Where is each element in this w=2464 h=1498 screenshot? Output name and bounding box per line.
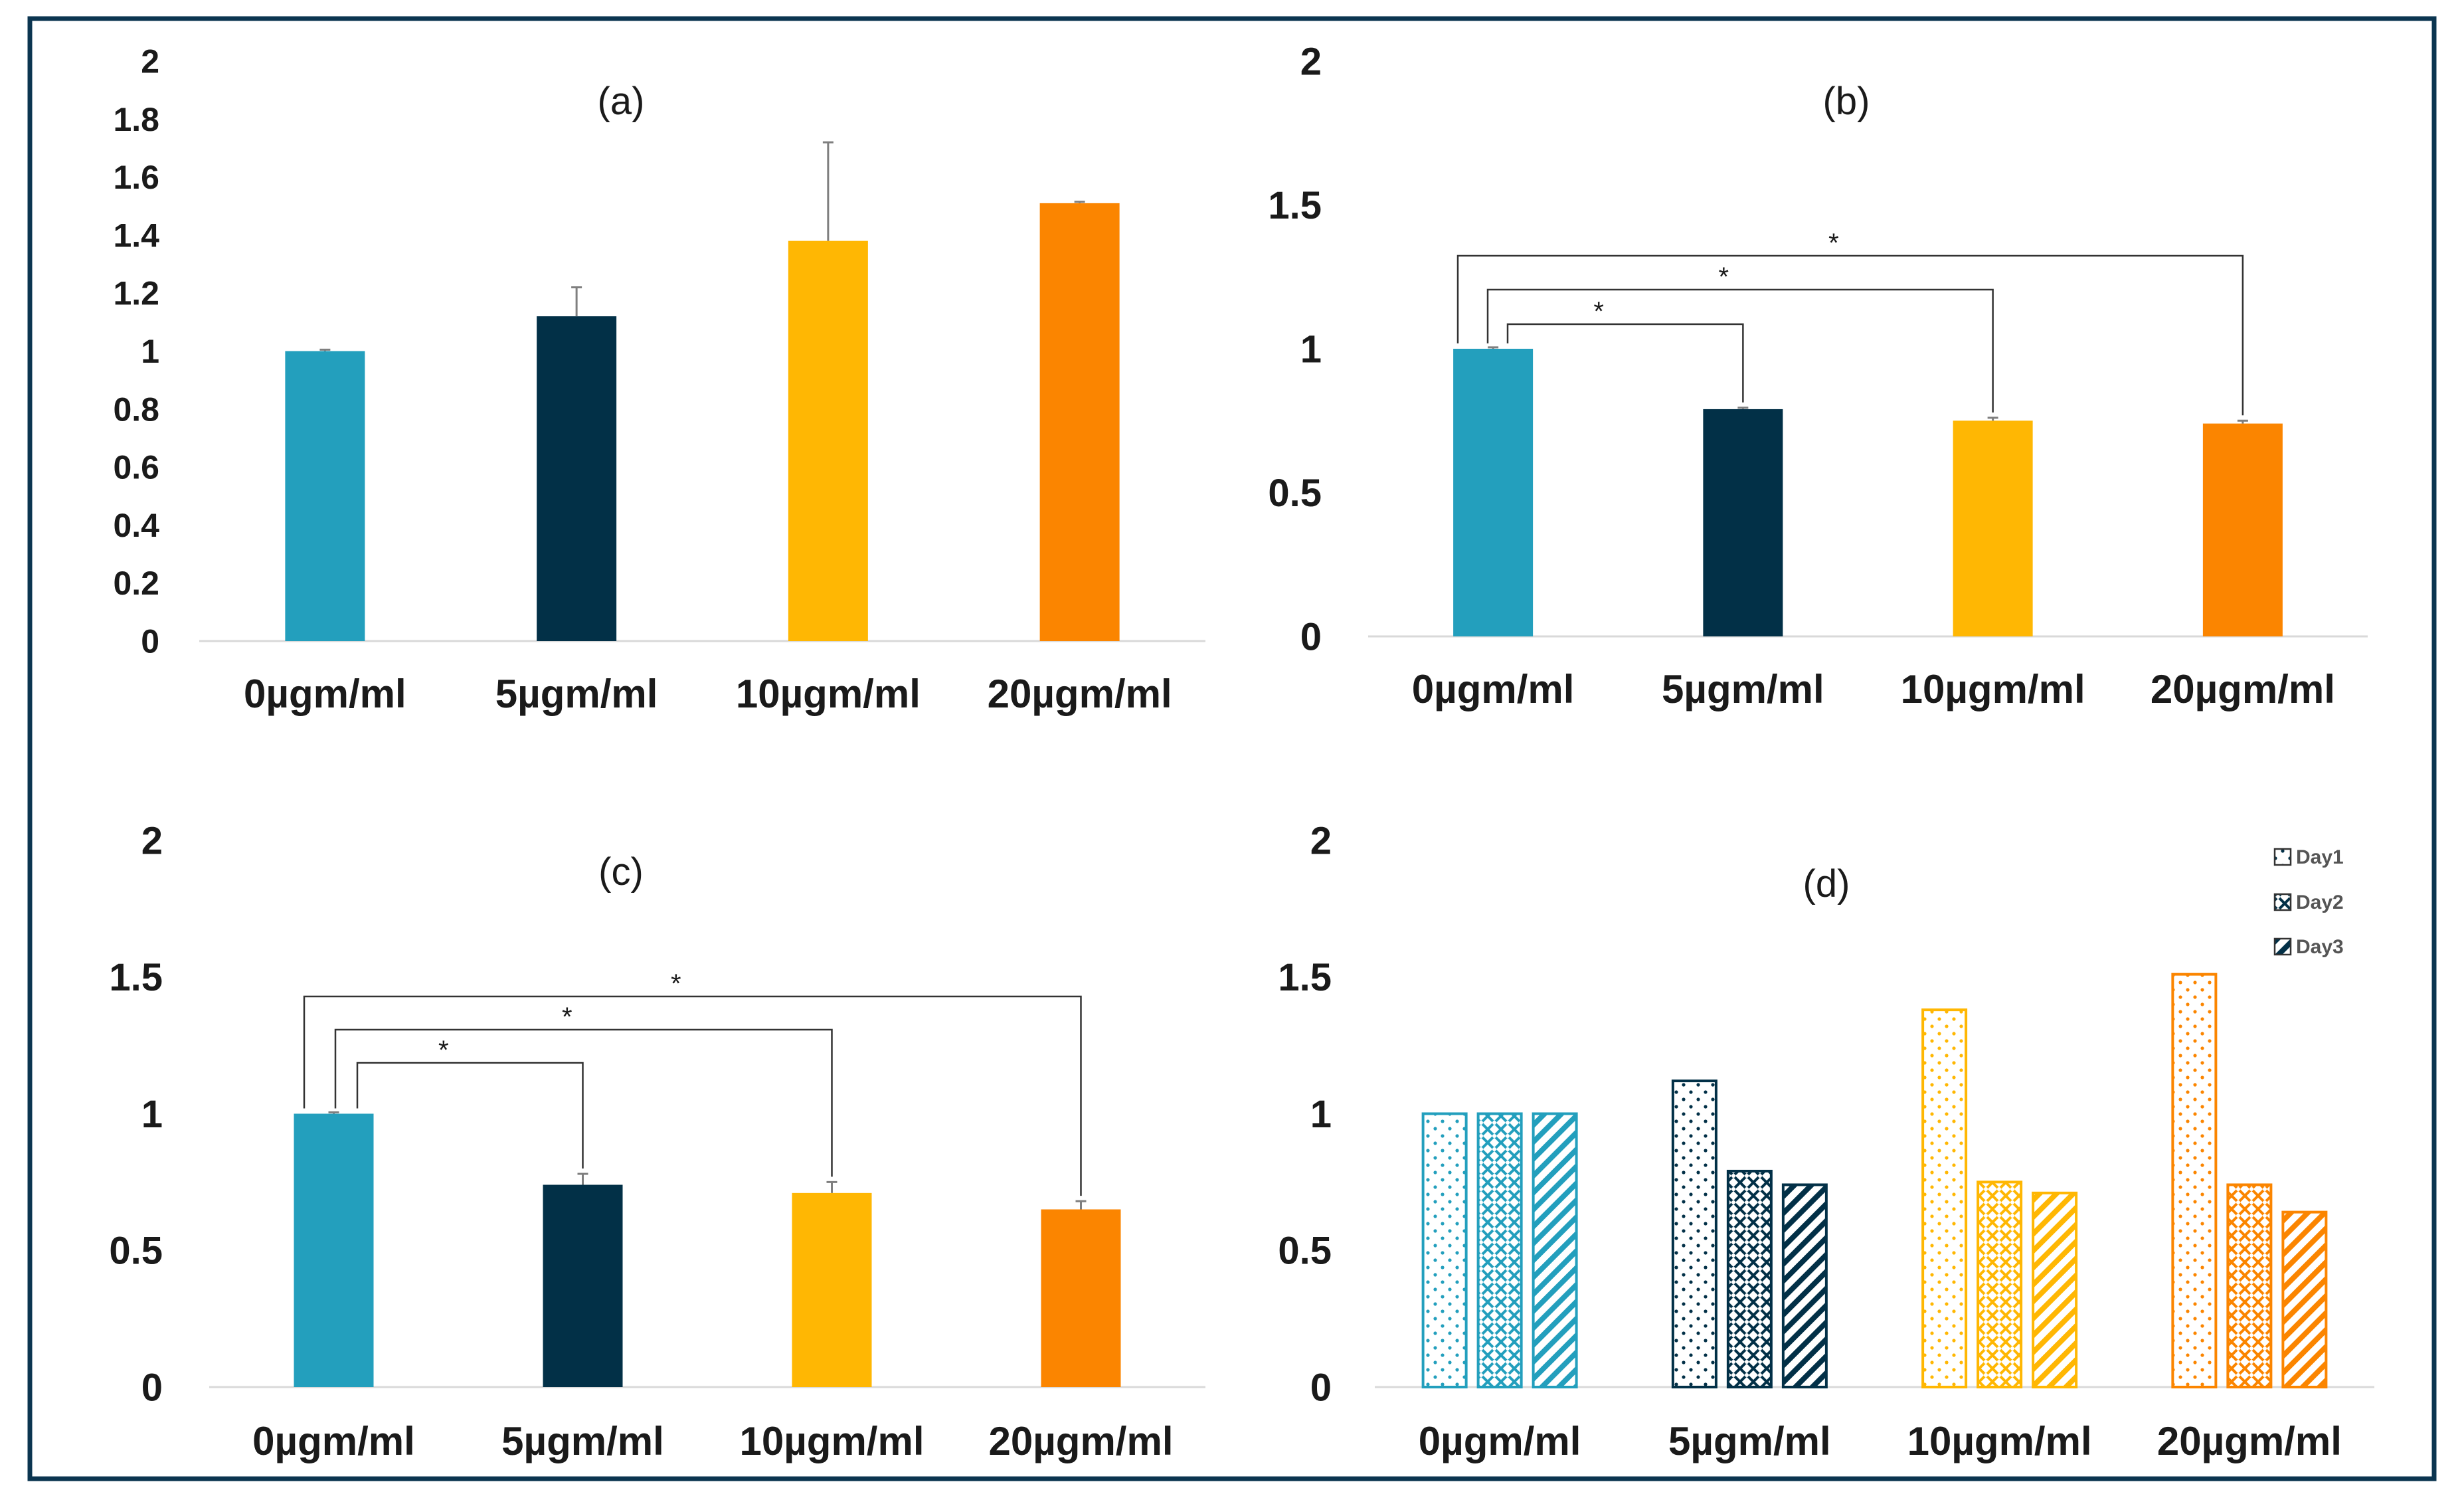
bar-1	[543, 1184, 623, 1387]
y-tick-label: 2	[141, 43, 159, 80]
y-tick-label: 2	[1300, 40, 1322, 83]
y-tick-label: 1	[141, 1093, 163, 1136]
panel-d: 0 0.5 1 1.5 2 (d) 0µgm/ml 5µgm/ml 10µgm/ml 20µgm/…	[1278, 819, 2374, 1463]
y-tick-label: 1.2	[113, 275, 159, 312]
y-tick-label: 2	[1310, 819, 1332, 862]
y-tick-label: 0.5	[1268, 472, 1322, 515]
x-tick-label: 20µgm/ml	[989, 1419, 1174, 1463]
x-tick-label: 0µgm/ml	[252, 1419, 415, 1463]
x-tick-label: 0µgm/ml	[244, 672, 406, 716]
x-tick-label: 10µgm/ml	[1907, 1419, 2092, 1463]
bar-2	[1953, 421, 2033, 636]
y-tick-label: 0	[141, 623, 159, 660]
bar-day1-0	[1421, 1112, 1468, 1388]
x-tick-label: 5µgm/ml	[1662, 667, 1824, 711]
bar-day3-1	[1781, 1183, 1828, 1388]
x-tick-label: 5µgm/ml	[1668, 1419, 1831, 1463]
y-tick-label: 0	[1300, 615, 1322, 658]
legend-label-day1: Day1	[2296, 846, 2344, 868]
y-tick-label: 1.8	[113, 101, 159, 138]
bar-0	[294, 1113, 374, 1387]
significance-star-2: *	[1828, 229, 1839, 258]
legend-label-day2: Day2	[2296, 891, 2344, 913]
significance-star-1: *	[562, 1002, 572, 1032]
panel-title: (c)	[598, 850, 644, 893]
bar-3	[2202, 423, 2283, 636]
significance-bracket-0	[1506, 323, 1744, 403]
x-tick-label: 0µgm/ml	[1412, 667, 1575, 711]
significance-bracket-1	[334, 1028, 833, 1177]
y-tick-label: 0	[141, 1366, 163, 1409]
significance-bracket-0	[356, 1062, 584, 1169]
y-tick-label: 0.8	[113, 391, 159, 428]
y-tick-label: 0.5	[1278, 1230, 1332, 1273]
y-tick-label: 0.2	[113, 565, 159, 602]
bar-day3-0	[1532, 1112, 1578, 1388]
significance-bracket-2	[1456, 254, 2244, 416]
legend-swatch-day2	[2273, 893, 2292, 911]
significance-star-0: *	[1593, 297, 1604, 326]
y-tick-label: 1.6	[113, 159, 159, 196]
bar-day1-2	[1921, 1008, 1968, 1388]
y-tick-label: 1.4	[113, 217, 159, 254]
x-tick-label: 10µgm/ml	[736, 672, 921, 716]
panel-title: (a)	[598, 80, 645, 123]
x-tick-label: 5µgm/ml	[501, 1419, 664, 1463]
significance-bracket-2	[303, 995, 1082, 1196]
significance-star-0: *	[438, 1036, 449, 1065]
x-tick-label: 20µgm/ml	[2151, 667, 2335, 711]
bar-day1-1	[1671, 1079, 1717, 1388]
panel-c: 0 0.5 1 1.5 2 (c) 0µgm/ml 5µgm/ml 10µgm/ml 20µgm/…	[109, 819, 1205, 1463]
bar-day2-0	[1476, 1112, 1523, 1388]
bar-2	[788, 240, 868, 641]
bar-0	[285, 351, 365, 641]
x-tick-label: 20µgm/ml	[2157, 1419, 2342, 1463]
bar-2	[792, 1192, 872, 1387]
panel-title: (b)	[1823, 80, 1870, 123]
bar-3	[1041, 1209, 1121, 1387]
x-tick-label: 5µgm/ml	[495, 672, 658, 716]
panel-title: (d)	[1803, 862, 1850, 905]
y-tick-label: 1.5	[1268, 184, 1322, 227]
y-tick-label: 0.4	[113, 507, 159, 544]
bar-day3-3	[2281, 1210, 2328, 1388]
bar-0	[1453, 349, 1534, 636]
y-tick-label: 0.5	[109, 1230, 163, 1273]
bar-day3-2	[2032, 1191, 2078, 1388]
y-tick-label: 1	[1310, 1093, 1332, 1136]
panel-a: 0 0.2 0.4 0.6 0.8 1 1.2 1.4 1.6 1.8 2 (a) 0µgm/ml 5µg…	[113, 43, 1205, 716]
significance-star-1: *	[1719, 262, 1729, 292]
y-tick-label: 0	[1310, 1366, 1332, 1409]
x-tick-label: 0µgm/ml	[1419, 1419, 1581, 1463]
x-tick-label: 10µgm/ml	[1901, 667, 2085, 711]
x-tick-label: 20µgm/ml	[988, 672, 1172, 716]
legend-label-day3: Day3	[2296, 936, 2344, 958]
bar-day1-3	[2171, 973, 2218, 1388]
x-tick-label: 10µgm/ml	[740, 1419, 924, 1463]
y-tick-label: 1.5	[109, 956, 163, 999]
bar-day2-3	[2226, 1183, 2273, 1388]
y-tick-label: 1	[1300, 328, 1322, 371]
y-tick-label: 2	[141, 819, 163, 862]
significance-bracket-1	[1486, 288, 1994, 413]
bar-1	[1703, 409, 1783, 636]
legend-swatch-day3	[2273, 937, 2292, 956]
panel-b: 0 0.5 1 1.5 2 (b) 0µgm/ml 5µgm/ml 10µgm/ml 20µgm/…	[1268, 40, 2368, 711]
y-tick-label: 1	[141, 333, 159, 370]
significance-star-2: *	[671, 969, 681, 998]
legend-swatch-day1	[2273, 848, 2292, 866]
bar-day2-1	[1726, 1169, 1773, 1389]
y-tick-label: 0.6	[113, 449, 159, 486]
bar-day2-2	[1977, 1180, 2023, 1388]
bar-1	[537, 316, 617, 641]
y-tick-label: 1.5	[1278, 956, 1332, 999]
bar-3	[1039, 203, 1120, 641]
